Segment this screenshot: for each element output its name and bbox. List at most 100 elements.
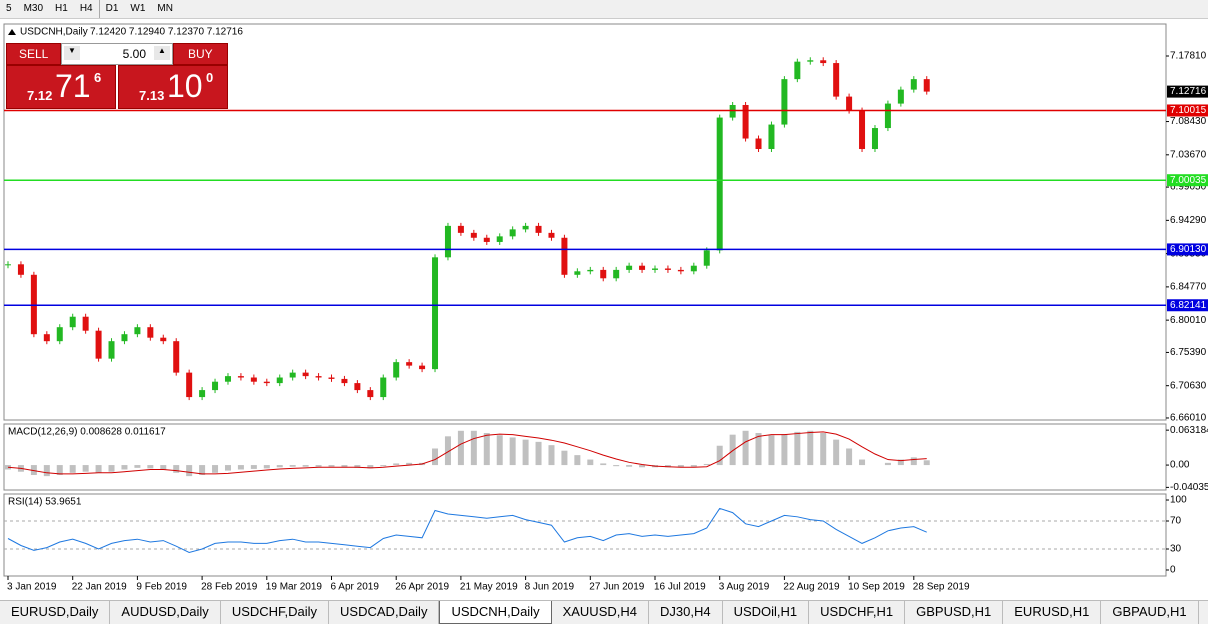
candle — [716, 117, 723, 251]
macd-bar — [341, 465, 348, 468]
candle — [5, 264, 11, 266]
macd-bar — [199, 465, 206, 476]
candle — [496, 236, 503, 242]
bid-box[interactable]: 7.12 71 6 — [6, 65, 116, 109]
timeframe-button[interactable]: M30 — [23, 3, 44, 14]
sell-button[interactable]: SELL — [6, 43, 61, 65]
timeframe-button[interactable]: D1 — [98, 0, 125, 18]
candle — [419, 365, 426, 370]
candle — [69, 316, 76, 328]
x-tick-label: 22 Jan 2019 — [72, 582, 127, 593]
candle — [846, 96, 853, 111]
candle — [923, 79, 930, 92]
candle — [444, 225, 451, 258]
lot-input[interactable]: ▼ 5.00 ▲ — [61, 43, 173, 65]
macd-bar — [859, 459, 866, 466]
chart-tab[interactable]: USDOil,H1 — [723, 601, 810, 624]
level-label: 7.10015 — [1170, 105, 1207, 116]
macd-bar — [354, 465, 361, 468]
chart-tab[interactable]: GBPAUD,H1 — [1101, 601, 1199, 624]
chart-tab[interactable]: EURUSD,H1 — [1003, 601, 1102, 624]
macd-bar — [613, 465, 620, 467]
candle — [561, 237, 568, 275]
lot-down[interactable]: ▼ — [64, 46, 80, 60]
macd-bar — [95, 465, 102, 473]
candle — [897, 89, 904, 104]
timeframe-button[interactable]: W1 — [130, 3, 146, 14]
x-tick-label: 27 Jun 2019 — [589, 582, 644, 593]
level-label: 6.82141 — [1170, 300, 1207, 311]
candle — [910, 79, 917, 90]
ask-point: 0 — [206, 70, 214, 85]
timeframe-button[interactable]: MN — [157, 3, 173, 14]
macd-bar — [82, 465, 89, 472]
collapse-icon[interactable] — [8, 29, 16, 35]
candle — [483, 237, 490, 242]
ask-pips: 10 — [167, 68, 203, 104]
macd-bar — [276, 465, 283, 468]
candle — [341, 378, 348, 384]
macd-bar — [522, 439, 529, 466]
macd-title: MACD(12,26,9) 0.008628 0.011617 — [8, 427, 166, 438]
current-price-label: 7.12716 — [1170, 86, 1207, 97]
chart-tab[interactable]: USDCAD,Daily — [329, 601, 440, 624]
macd-bar — [768, 435, 775, 466]
chart-tab[interactable]: USDCNH,Daily — [439, 601, 552, 624]
candle — [393, 362, 400, 378]
lot-up[interactable]: ▲ — [154, 46, 170, 60]
chart-tab[interactable]: XAUUSD,H4 — [552, 601, 649, 624]
chart-tab[interactable]: GBPUSD,H1 — [905, 601, 1004, 624]
candle — [147, 327, 154, 338]
candle — [613, 269, 620, 279]
candle — [742, 104, 749, 139]
x-tick-label: 22 Aug 2019 — [783, 582, 840, 593]
macd-bar — [587, 459, 594, 466]
macd-bar — [600, 463, 607, 466]
chart-tab[interactable]: DJ30,H4 — [649, 601, 723, 624]
rsi-title: RSI(14) 53.9651 — [8, 497, 82, 508]
macd-bar — [690, 465, 697, 467]
chart-tab[interactable]: EURUSD,Daily — [0, 601, 111, 624]
y-tick-label: 100 — [1170, 495, 1187, 506]
candle — [859, 110, 866, 150]
y-tick-label: 30 — [1170, 544, 1182, 555]
macd-bar — [250, 465, 257, 469]
macd-bar — [483, 433, 490, 466]
bid-point: 6 — [94, 70, 102, 85]
candle — [108, 341, 115, 359]
timeframe-button[interactable]: H1 — [55, 3, 68, 14]
candle — [263, 381, 270, 384]
candle — [328, 377, 335, 379]
chart-tab[interactable]: AUDUSD,Daily — [110, 601, 221, 624]
candle — [134, 327, 141, 335]
candle — [768, 124, 775, 150]
macd-bar — [212, 465, 219, 473]
chart-tab[interactable]: USDJP — [1199, 601, 1208, 624]
ask-big: 7.13 — [139, 88, 165, 103]
candle — [535, 225, 542, 233]
chart-tab[interactable]: USDCHF,Daily — [221, 601, 330, 624]
macd-bar — [121, 465, 128, 470]
candle — [600, 269, 607, 279]
macd-bar — [457, 430, 464, 466]
macd-bar — [315, 465, 322, 467]
macd-bar — [496, 435, 503, 466]
buy-button[interactable]: BUY — [173, 43, 228, 65]
ask-box[interactable]: 7.13 10 0 — [118, 65, 228, 109]
candle — [276, 377, 283, 384]
macd-bar — [639, 465, 646, 468]
timeframe-button[interactable]: H4 — [79, 3, 93, 14]
candle — [160, 337, 167, 342]
candle — [432, 257, 439, 370]
chart-tab[interactable]: USDCHF,H1 — [809, 601, 906, 624]
y-tick-label: 7.17810 — [1170, 51, 1207, 62]
x-tick-label: 21 May 2019 — [460, 582, 518, 593]
x-tick-label: 28 Feb 2019 — [201, 582, 258, 593]
macd-bar — [781, 434, 788, 466]
timeframe-button[interactable]: 5 — [6, 3, 12, 14]
x-tick-label: 3 Jan 2019 — [7, 582, 57, 593]
macd-bar — [108, 465, 115, 472]
candle — [626, 265, 633, 270]
level-box — [1167, 243, 1208, 256]
candle — [548, 232, 555, 238]
